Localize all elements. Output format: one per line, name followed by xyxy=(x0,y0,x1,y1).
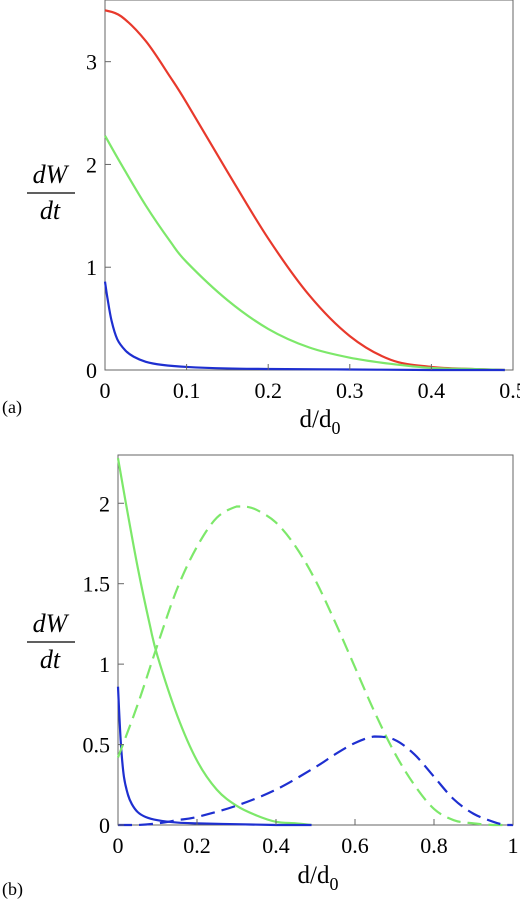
series-line-3 xyxy=(118,735,513,827)
x-tick-label: 0.4 xyxy=(262,833,290,858)
x-tick-label: 0.2 xyxy=(254,378,282,403)
x-tick-label: 0.1 xyxy=(173,378,201,403)
y-axis-label-numerator: dW xyxy=(33,609,70,638)
x-tick-label: 0.2 xyxy=(183,833,211,858)
panel-a-curves xyxy=(103,9,505,372)
y-axis-label-denominator: dt xyxy=(40,645,61,674)
x-axis-label: d/d0 xyxy=(298,862,339,894)
y-tick-label: 0.5 xyxy=(83,733,111,758)
series-line-1 xyxy=(116,686,312,827)
y-tick-label: 1 xyxy=(86,255,97,280)
panel-a-y-ticks: 0 1 2 3 xyxy=(86,50,111,383)
panel-a-x-ticks: 0 0.1 0.2 0.3 0.4 0.5 xyxy=(100,364,520,403)
plot-frame xyxy=(117,454,514,826)
panel-b: 00.511.52 0 0.2 0.4 0.6 0.8 1 dW dt d/d0 (b) xyxy=(2,454,519,900)
x-axis-label-subscript: 0 xyxy=(329,874,338,894)
x-tick-label: 0 xyxy=(100,378,111,403)
x-tick-label: 1 xyxy=(508,833,519,858)
x-axis-label: d/d0 xyxy=(300,406,341,438)
x-tick-label: 0.3 xyxy=(336,378,364,403)
y-tick-label: 0 xyxy=(86,358,97,383)
y-tick-label: 2 xyxy=(99,491,110,516)
y-tick-label: 0 xyxy=(99,813,110,838)
series-line-0 xyxy=(104,9,505,372)
panel-label: (a) xyxy=(2,397,22,418)
series-line-1 xyxy=(104,135,505,372)
panel-label: (b) xyxy=(2,879,23,900)
y-tick-label: 1 xyxy=(99,652,110,677)
series-line-2 xyxy=(116,505,506,827)
y-tick-label: 2 xyxy=(86,152,97,177)
y-tick-label: 3 xyxy=(86,50,97,75)
x-tick-label: 0 xyxy=(113,833,124,858)
y-tick-label: 1.5 xyxy=(83,572,111,597)
x-tick-label: 0.8 xyxy=(420,833,448,858)
x-axis-label-subscript: 0 xyxy=(331,418,340,438)
y-axis-label-denominator: dt xyxy=(40,196,61,225)
x-tick-label: 0.5 xyxy=(499,378,520,403)
plot-frame xyxy=(104,0,514,371)
x-tick-label: 0.4 xyxy=(418,378,446,403)
x-axis-label-main: d/d xyxy=(300,406,332,433)
x-axis-label-main: d/d xyxy=(298,862,330,889)
y-axis-label-numerator: dW xyxy=(33,160,70,189)
panel-b-curves xyxy=(116,458,513,827)
panel-b-x-ticks: 0 0.2 0.4 0.6 0.8 1 xyxy=(113,819,519,858)
series-line-2 xyxy=(103,281,505,372)
panel-b-y-ticks: 0 0.5 1 1.5 2 xyxy=(83,491,124,838)
series-line-0 xyxy=(116,458,312,827)
x-tick-label: 0.6 xyxy=(341,833,369,858)
